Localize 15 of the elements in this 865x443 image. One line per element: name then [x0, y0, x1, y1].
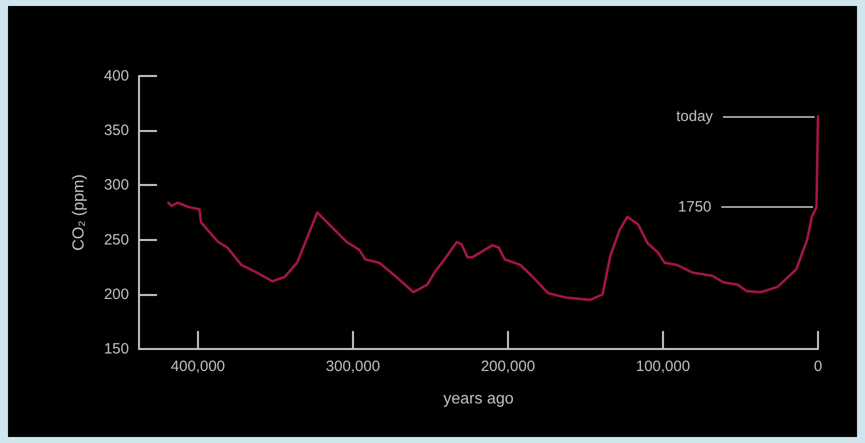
x-axis-title: years ago — [443, 390, 514, 408]
y-tick-label: 300 — [104, 176, 129, 194]
x-tick-label: 0 — [814, 358, 822, 375]
x-tick-label: 300,000 — [326, 358, 380, 375]
x-tick-label: 100,000 — [636, 358, 690, 375]
y-tick-label: 200 — [104, 286, 129, 303]
x-tick-label: 400,000 — [170, 358, 226, 375]
y-tick-label: 150 — [104, 340, 129, 358]
y-tick-label: 250 — [104, 231, 129, 248]
annotation: 1750 — [678, 198, 712, 216]
y-axis-title: CO₂ (ppm) — [70, 174, 88, 251]
annotation: today — [676, 108, 714, 125]
y-tick-label: 350 — [104, 122, 129, 140]
y-tick-label: 400 — [104, 68, 129, 84]
x-tick-label: 200,000 — [480, 358, 536, 375]
